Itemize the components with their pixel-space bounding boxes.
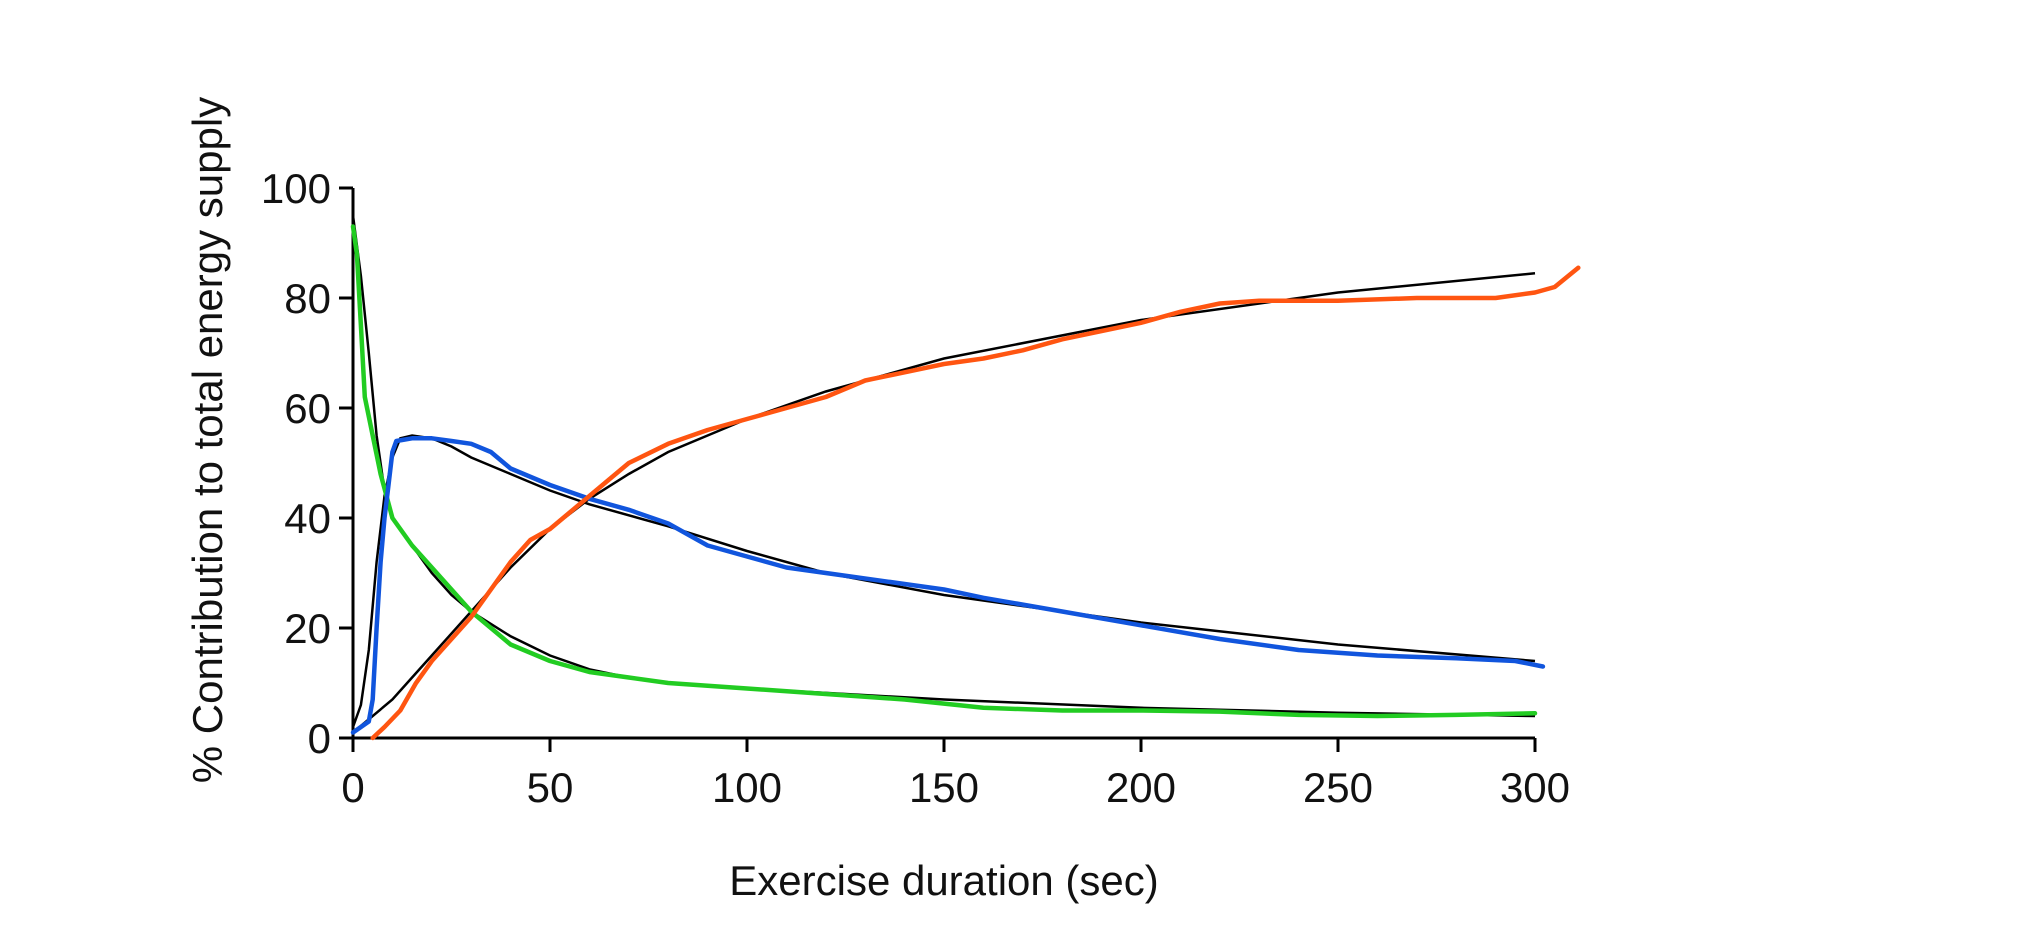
y-tick-label: 20 <box>284 605 331 652</box>
y-tick-label: 60 <box>284 385 331 432</box>
fit-curve-line <box>352 272 1536 734</box>
x-tick-label: 150 <box>909 764 979 811</box>
y-axis-ticks: 0 20 40 60 80 100 <box>261 165 353 762</box>
x-tick-label: 50 <box>527 764 574 811</box>
data-series <box>350 224 1581 741</box>
x-tick-label: 0 <box>341 764 364 811</box>
series-line <box>350 224 1538 719</box>
y-tick-label: 80 <box>284 275 331 322</box>
series-line <box>370 265 1581 741</box>
y-tick-label: 100 <box>261 165 331 212</box>
x-tick-label: 300 <box>1500 764 1570 811</box>
x-axis-title: Exercise duration (sec) <box>729 857 1159 904</box>
y-tick-label: 0 <box>308 715 331 762</box>
x-tick-label: 200 <box>1106 764 1176 811</box>
x-tick-label: 250 <box>1303 764 1373 811</box>
y-axis-title: % Contribution to total energy supply <box>184 97 231 783</box>
x-axis-ticks: 0 50 100 150 200 250 300 <box>341 738 1570 811</box>
y-tick-label: 40 <box>284 495 331 542</box>
x-tick-label: 100 <box>712 764 782 811</box>
fit-curve-line <box>351 434 1536 728</box>
